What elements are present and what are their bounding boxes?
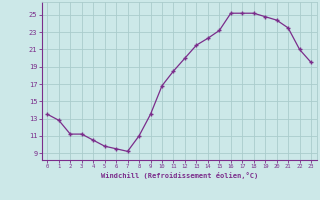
X-axis label: Windchill (Refroidissement éolien,°C): Windchill (Refroidissement éolien,°C) [100, 172, 258, 179]
